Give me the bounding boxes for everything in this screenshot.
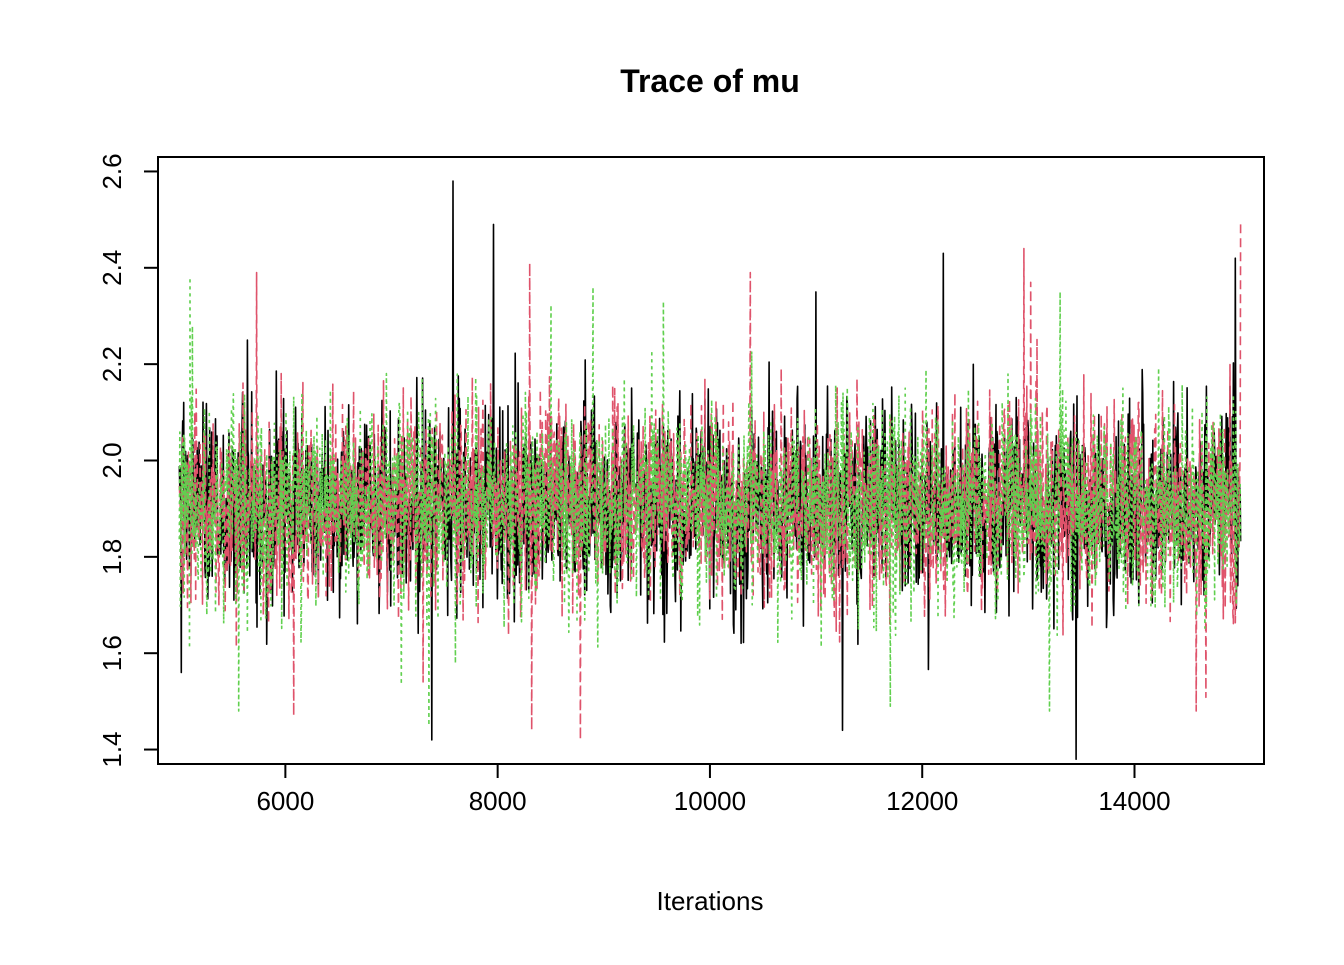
y-tick-label: 1.8	[97, 539, 127, 575]
x-tick-label: 10000	[674, 786, 746, 816]
y-tick-label: 1.4	[97, 731, 127, 767]
y-tick-label: 2.6	[97, 153, 127, 189]
y-tick-label: 2.4	[97, 250, 127, 286]
y-axis: 1.4 1.6 1.8 2.0 2.2 2.4 2.6	[97, 153, 159, 768]
x-tick-label: 14000	[1098, 786, 1170, 816]
y-tick-label: 2.0	[97, 442, 127, 478]
x-axis: 6000 8000 10000 12000 14000	[256, 763, 1171, 816]
chart-title: Trace of mu	[620, 63, 800, 99]
x-axis-label: Iterations	[657, 886, 764, 916]
y-tick-label: 2.2	[97, 346, 127, 382]
y-tick-label: 1.6	[97, 635, 127, 671]
series-layer	[178, 180, 1242, 760]
x-tick-label: 12000	[886, 786, 958, 816]
x-tick-label: 8000	[469, 786, 527, 816]
x-tick-label: 6000	[256, 786, 314, 816]
